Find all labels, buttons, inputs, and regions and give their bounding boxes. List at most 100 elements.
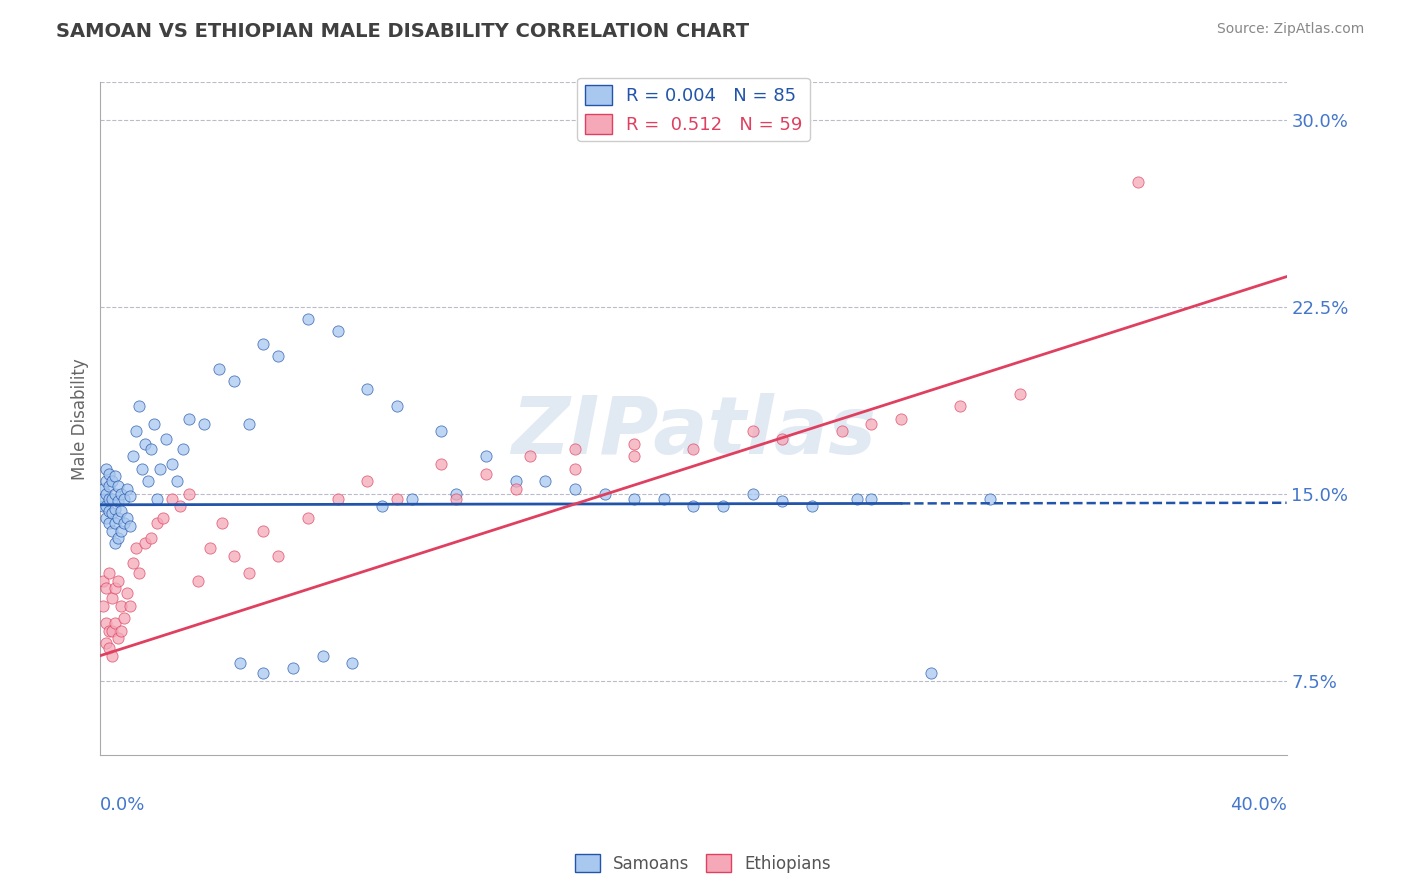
Y-axis label: Male Disability: Male Disability [72,358,89,480]
Point [169,499,191,513]
Point [623,491,645,506]
Point [505,474,527,488]
Point [238,566,260,581]
Point [110,624,132,638]
Point [1128,175,1150,189]
Point [741,486,763,500]
Point [134,536,156,550]
Point [222,375,245,389]
Point [152,511,174,525]
Point [98,641,121,656]
Point [118,489,141,503]
Point [198,541,221,556]
Point [770,494,793,508]
Text: SAMOAN VS ETHIOPIAN MALE DISABILITY CORRELATION CHART: SAMOAN VS ETHIOPIAN MALE DISABILITY CORR… [56,22,749,41]
Point [326,491,349,506]
Point [252,337,274,351]
Point [155,432,177,446]
Legend: Samoans, Ethiopians: Samoans, Ethiopians [568,847,838,880]
Point [98,516,121,531]
Point [623,436,645,450]
Point [475,449,498,463]
Point [91,574,114,588]
Point [104,616,127,631]
Point [104,501,127,516]
Point [475,467,498,481]
Point [104,536,127,550]
Point [118,519,141,533]
Point [142,417,165,431]
Point [564,461,586,475]
Point [136,474,159,488]
Point [122,557,145,571]
Point [534,474,557,488]
Point [128,399,150,413]
Point [267,549,290,563]
Point [444,486,467,500]
Point [356,474,378,488]
Point [107,479,129,493]
Point [101,507,124,521]
Point [101,491,124,506]
Point [125,541,148,556]
Point [193,417,215,431]
Point [101,524,124,538]
Point [110,504,132,518]
Point [110,524,132,538]
Point [115,511,138,525]
Point [125,424,148,438]
Point [505,482,527,496]
Point [91,491,114,506]
Point [107,511,129,525]
Point [187,574,209,588]
Point [252,666,274,681]
Point [564,482,586,496]
Point [890,411,912,425]
Point [741,424,763,438]
Point [179,411,201,425]
Point [112,516,135,531]
Point [166,474,188,488]
Point [281,661,304,675]
Point [682,442,704,456]
Point [145,516,167,531]
Point [98,566,121,581]
Point [920,666,942,681]
Point [98,491,121,506]
Point [118,599,141,613]
Point [96,511,118,525]
Point [519,449,541,463]
Point [91,499,114,513]
Point [134,436,156,450]
Point [91,482,114,496]
Point [229,656,252,670]
Point [430,457,453,471]
Text: Source: ZipAtlas.com: Source: ZipAtlas.com [1216,22,1364,37]
Point [145,491,167,506]
Point [385,399,408,413]
Point [139,532,162,546]
Point [96,499,118,513]
Point [112,491,135,506]
Point [110,486,132,500]
Point [401,491,423,506]
Point [107,631,129,645]
Point [98,504,121,518]
Point [179,486,201,500]
Point [385,491,408,506]
Point [149,461,172,475]
Point [297,511,319,525]
Point [101,624,124,638]
Point [430,424,453,438]
Point [104,582,127,596]
Point [96,474,118,488]
Point [342,656,364,670]
Point [222,549,245,563]
Point [96,582,118,596]
Point [101,648,124,663]
Text: 40.0%: 40.0% [1230,796,1286,814]
Legend: R = 0.004   N = 85, R =  0.512   N = 59: R = 0.004 N = 85, R = 0.512 N = 59 [578,78,810,141]
Point [104,469,127,483]
Point [96,636,118,650]
Point [101,474,124,488]
